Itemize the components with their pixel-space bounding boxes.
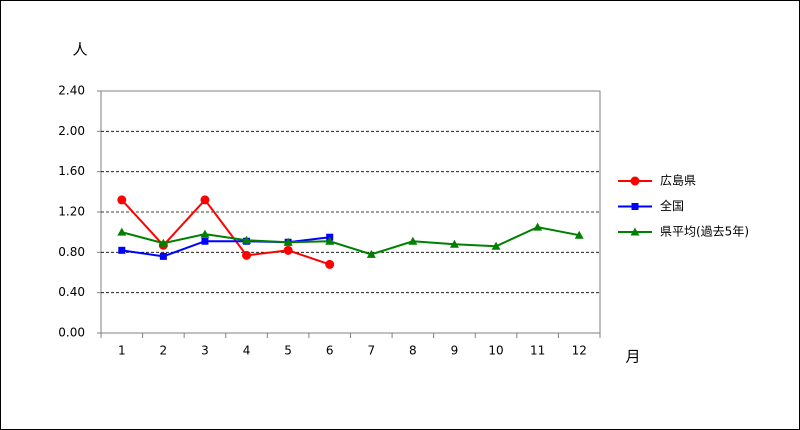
legend-label: 県平均(過去5年) <box>660 225 749 239</box>
y-tick-label: 2.40 <box>58 84 85 98</box>
data-point <box>283 245 293 255</box>
data-point <box>449 239 459 248</box>
x-tick-label: 10 <box>488 344 503 358</box>
series-line <box>121 226 580 256</box>
legend-label: 広島県 <box>660 173 696 188</box>
x-tick-label: 6 <box>326 344 334 358</box>
y-axis-label: 人 <box>72 41 87 59</box>
data-point <box>491 241 501 250</box>
x-axis-label: 月 <box>625 348 640 366</box>
data-point <box>158 238 168 247</box>
legend-marker <box>630 227 640 236</box>
x-tick-label: 9 <box>451 344 459 358</box>
data-point <box>117 195 127 205</box>
legend-marker <box>631 203 639 210</box>
data-point <box>408 236 418 245</box>
data-point <box>200 195 210 205</box>
x-tick-label: 11 <box>530 344 545 358</box>
data-point <box>200 229 210 238</box>
data-point <box>283 237 293 246</box>
data-point <box>366 249 376 258</box>
y-tick-label: 1.60 <box>58 164 85 178</box>
x-tick-label: 2 <box>160 344 168 358</box>
y-tick-label: 1.20 <box>58 205 85 219</box>
y-tick-label: 0.80 <box>58 245 85 259</box>
y-tick-label: 2.00 <box>58 124 85 138</box>
x-tick-label: 4 <box>243 344 251 358</box>
x-tick-label: 12 <box>572 344 587 358</box>
data-point <box>117 227 127 236</box>
data-point <box>118 246 126 254</box>
data-point <box>533 222 543 231</box>
data-point <box>242 250 252 260</box>
legend-label: 全国 <box>660 198 684 213</box>
data-point <box>242 235 252 244</box>
x-tick-label: 5 <box>284 344 292 358</box>
data-point <box>159 252 167 260</box>
series-line <box>121 198 331 266</box>
data-point <box>325 259 335 269</box>
plot-area <box>100 90 601 334</box>
legend-marker <box>630 176 640 186</box>
y-tick-label: 0.00 <box>58 326 85 340</box>
x-tick-label: 3 <box>201 344 209 358</box>
x-tick-label: 8 <box>409 344 417 358</box>
y-tick-label: 0.40 <box>58 285 85 299</box>
x-tick-label: 1 <box>118 344 126 358</box>
data-point <box>201 237 209 245</box>
x-tick-label: 7 <box>367 344 375 358</box>
data-point <box>325 236 335 245</box>
data-point <box>574 230 584 239</box>
